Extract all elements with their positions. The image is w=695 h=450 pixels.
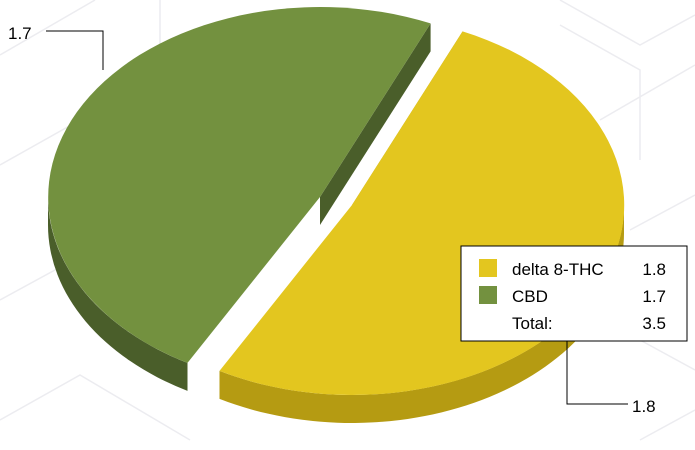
legend-value-cbd: 1.7 [642,287,666,306]
slice-side [48,197,188,391]
pattern-line [559,24,641,160]
data-label-text: 1.7 [8,24,32,43]
pattern-line [599,64,695,121]
data-label-text: 1.8 [632,397,656,416]
data-label-delta-8-thc: 1.8 [566,338,656,416]
legend-value-delta-8-thc: 1.8 [642,260,666,279]
pattern-line [629,194,695,231]
legend-total-value: 3.5 [642,314,666,333]
legend-label-delta-8-thc: delta 8-THC [512,260,604,279]
slice-wall [320,23,431,226]
legend-swatch-cbd [479,286,497,304]
data-label-cbd: 1.7 [8,24,104,70]
legend: delta 8-THC 1.8 CBD 1.7 Total: 3.5 [460,245,688,342]
pattern-line [639,409,695,441]
pattern-line [639,339,695,371]
slice-top [48,7,431,363]
leader-line [566,338,628,405]
pattern-line [0,374,191,441]
legend-box [460,245,688,342]
slice-side [219,205,624,423]
legend-swatch-delta-8-thc [479,259,497,277]
pie-slice-cbd [48,7,431,391]
legend-label-cbd: CBD [512,287,548,306]
legend-total-label: Total: [512,314,553,333]
pattern-line [559,0,695,46]
pattern-line [0,0,96,56]
leader-line [46,30,104,70]
